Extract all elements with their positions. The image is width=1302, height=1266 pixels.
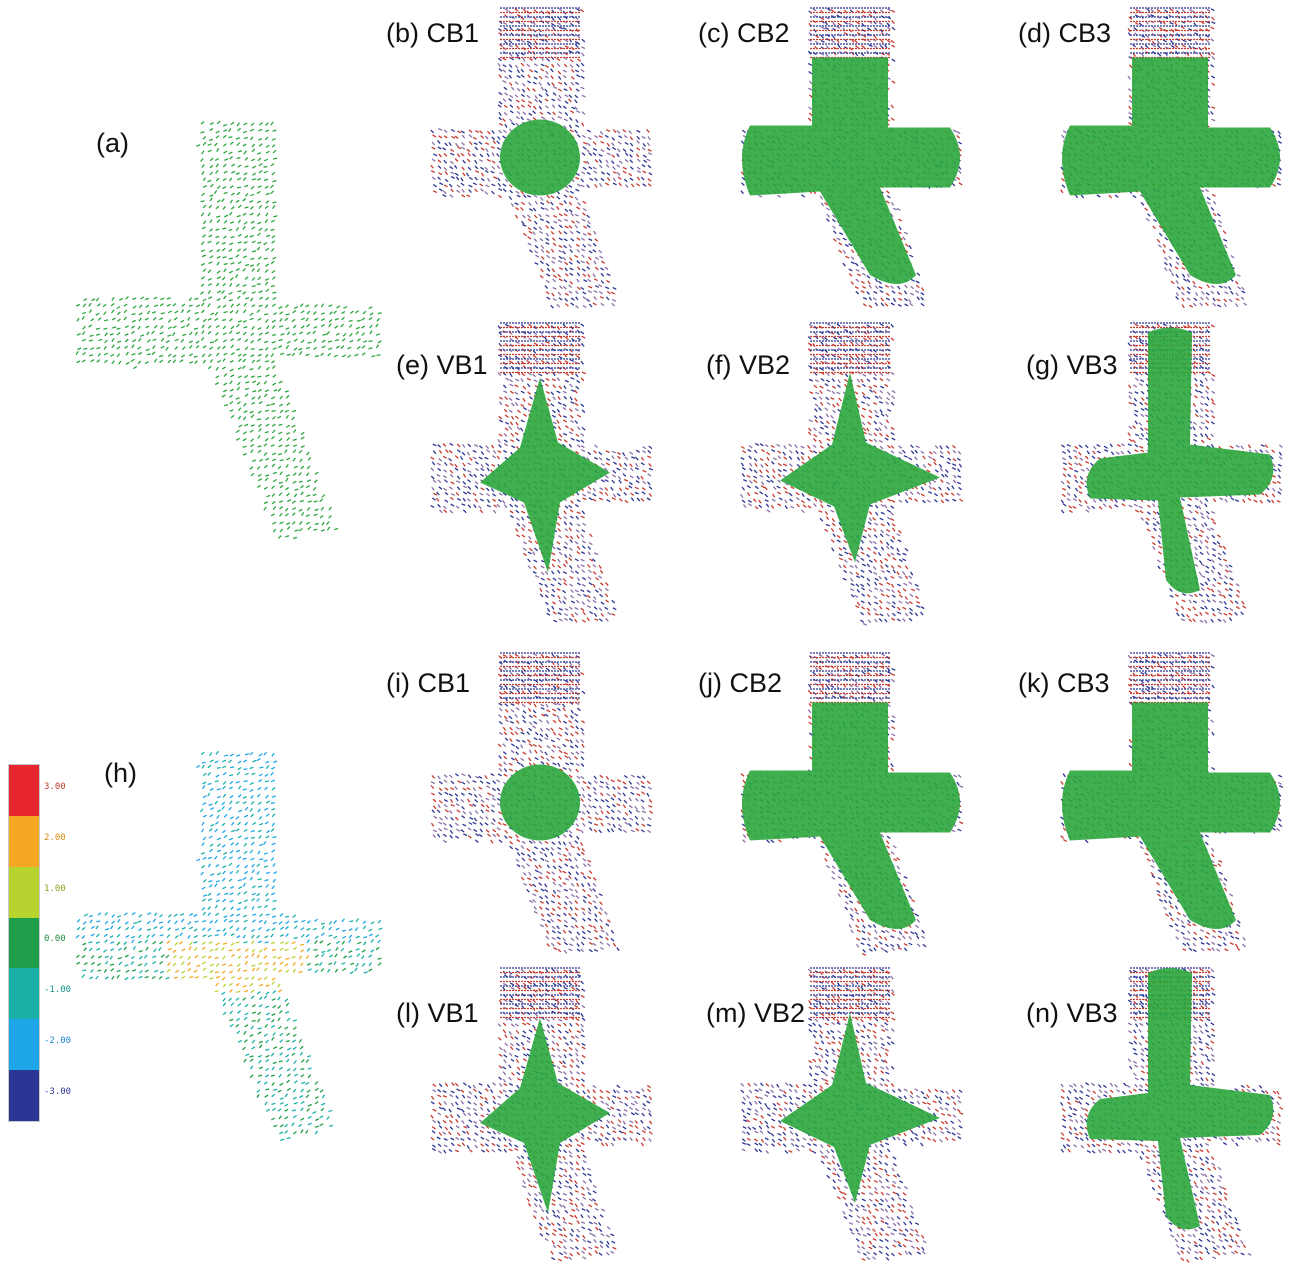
panel-e-image [430, 322, 653, 623]
green-region [1086, 327, 1274, 594]
panel-c [720, 0, 980, 315]
vector-field [75, 120, 382, 540]
green-region [742, 57, 960, 284]
panel-h [70, 740, 390, 1150]
panel-l-image [430, 967, 653, 1262]
colorbar-tick-label: 0.00 [44, 934, 66, 945]
label-d: (d) CB3 [1018, 18, 1112, 48]
panel-b-image [430, 7, 653, 309]
label-l: (l) VB1 [396, 998, 479, 1028]
colorbar-ticks: 3.00 2.00 1.00 0.00 -1.00 -2.00 -3.00 [44, 764, 84, 1120]
top-stripes [810, 7, 890, 59]
panel-d [1040, 0, 1300, 315]
green-region [500, 119, 580, 196]
colorbar-tick-label: 2.00 [44, 832, 66, 843]
top-stripes [500, 652, 580, 704]
panel-c-image [740, 7, 963, 309]
label-a: (a) [96, 128, 129, 158]
label-i: (i) CB1 [386, 668, 471, 698]
green-region [1086, 968, 1274, 1230]
green-region [780, 1013, 940, 1203]
panel-l [410, 960, 670, 1266]
colorbar-segment [9, 917, 39, 969]
colorbar-segment [9, 765, 39, 816]
label-e: (e) VB1 [396, 350, 488, 380]
label-h: (h) [104, 758, 137, 788]
panel-i [410, 645, 670, 960]
panel-b [410, 0, 670, 315]
colorbar-tick-label: 1.00 [44, 883, 66, 894]
vector-field [430, 653, 654, 954]
label-k: (k) CB3 [1018, 668, 1110, 698]
panel-j [720, 645, 980, 960]
panel-m [720, 960, 980, 1266]
label-j: (j) CB2 [698, 668, 783, 698]
panel-h-image [75, 750, 383, 1141]
green-region [480, 377, 610, 573]
label-c: (c) CB2 [698, 18, 790, 48]
colorbar-tick-label: -1.00 [44, 985, 72, 996]
panel-g [1040, 315, 1300, 630]
colorbar-segment [9, 968, 39, 1020]
green-region [1062, 702, 1280, 929]
panel-f-image [740, 322, 964, 626]
label-n: (n) VB3 [1026, 998, 1118, 1028]
top-stripes [810, 967, 890, 1019]
label-g: (g) VB3 [1026, 350, 1118, 380]
top-stripes [810, 322, 890, 374]
panel-d-image [1060, 7, 1282, 309]
green-region [742, 702, 960, 929]
colorbar [8, 764, 40, 1122]
panel-m-image [740, 967, 964, 1261]
green-region [780, 372, 940, 563]
panel-j-image [740, 652, 964, 956]
panel-a [70, 110, 390, 550]
green-region [500, 764, 580, 841]
label-m: (m) VB2 [706, 998, 806, 1028]
top-stripes [500, 967, 580, 1019]
panel-a-image [75, 120, 382, 540]
top-stripes [500, 322, 580, 374]
top-stripes [1130, 652, 1210, 704]
panel-n [1040, 960, 1300, 1266]
green-region [480, 1018, 610, 1213]
colorbar-tick-label: -3.00 [44, 1086, 72, 1097]
top-stripes [500, 7, 580, 59]
colorbar-segment [9, 815, 39, 867]
colorbar-segment [9, 866, 39, 918]
colorbar-segment [9, 1019, 39, 1071]
colorbar-segment [9, 1070, 39, 1121]
vector-field [75, 750, 383, 1141]
panel-n-image [1060, 967, 1284, 1263]
label-b: (b) CB1 [386, 18, 480, 48]
panel-k [1040, 645, 1300, 960]
panel-i-image [430, 652, 654, 954]
colorbar-tick-label: 3.00 [44, 781, 66, 792]
panel-f [720, 315, 980, 630]
label-f: (f) VB2 [706, 350, 791, 380]
panel-k-image [1060, 652, 1284, 953]
colorbar-tick-label: -2.00 [44, 1036, 72, 1047]
panel-e [410, 315, 670, 630]
green-region [1062, 57, 1280, 284]
panel-g-image [1060, 322, 1283, 624]
